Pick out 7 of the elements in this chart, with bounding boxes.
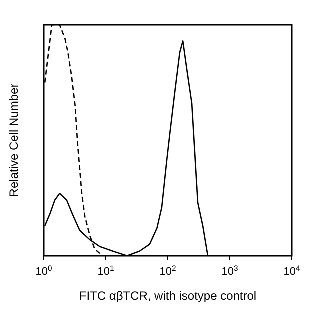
x-tick-label: 10$^{4}$ bbox=[284, 264, 301, 278]
x-tick-label: 10$^{0}$ bbox=[36, 264, 52, 278]
x-tick-label: 10$^{2}$ bbox=[160, 264, 176, 278]
y-axis-title: Relative Cell Number bbox=[7, 84, 21, 198]
x-axis-title: FITC αβTCR, with isotype control bbox=[79, 289, 257, 303]
x-tick-label: 10$^{1}$ bbox=[98, 264, 114, 278]
x-tick-label: 10$^{3}$ bbox=[222, 264, 238, 278]
